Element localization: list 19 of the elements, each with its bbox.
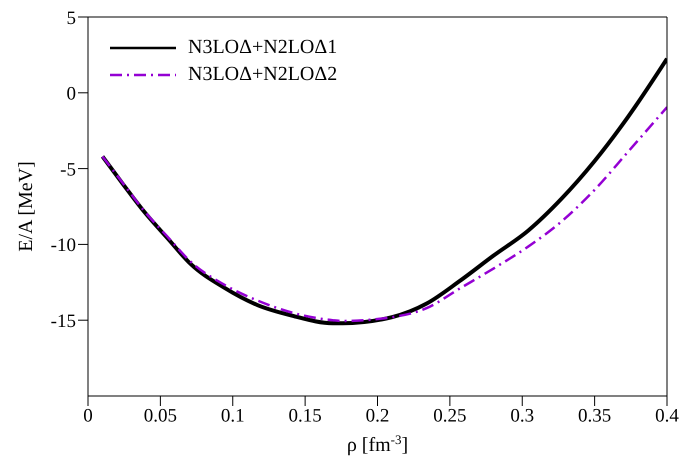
- x-tick-label: 0.4: [655, 405, 680, 426]
- y-tick-label: 5: [66, 8, 76, 29]
- y-tick-label: -5: [60, 159, 76, 180]
- x-tick-label: 0.2: [366, 405, 390, 426]
- y-axis-title: E/A [MeV]: [15, 161, 37, 252]
- y-tick-label: 0: [66, 84, 76, 105]
- x-tick-label: 0.35: [578, 405, 612, 426]
- y-tick-label: -15: [50, 310, 76, 332]
- line-series: [101, 106, 667, 322]
- x-tick-label: 0: [83, 405, 93, 426]
- x-tick-label: 0.15: [288, 405, 322, 426]
- x-axis-title: ρ [fm$^{-3}$]: [346, 432, 408, 456]
- x-tick-label: 0.3: [510, 405, 534, 426]
- x-tick-label: 0.05: [144, 405, 177, 426]
- y-tick-label: -10: [50, 235, 76, 256]
- x-tick-label: 0.1: [220, 405, 245, 426]
- legend-label: N3LOΔ+N2LOΔ2: [188, 63, 338, 86]
- legend-label: N3LOΔ+N2LOΔ1: [188, 36, 338, 59]
- x-tick-label: 0.25: [433, 405, 466, 426]
